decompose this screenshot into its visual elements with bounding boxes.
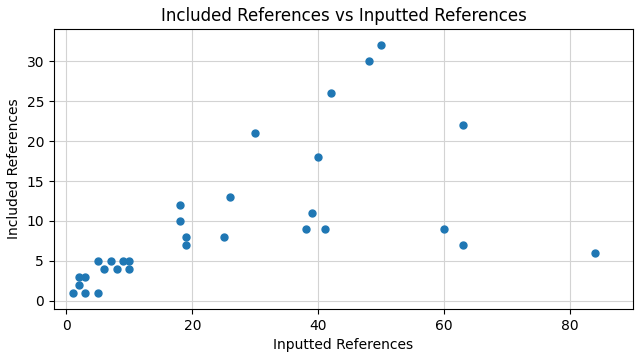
Point: [93, 290, 103, 296]
Point: [225, 194, 236, 200]
Point: [124, 258, 134, 264]
Point: [181, 242, 191, 248]
Y-axis label: Included References: Included References: [7, 99, 21, 239]
Point: [439, 226, 449, 232]
Point: [326, 90, 336, 96]
Point: [99, 266, 109, 272]
Point: [68, 290, 78, 296]
Point: [112, 266, 122, 272]
Point: [301, 226, 311, 232]
Point: [458, 242, 468, 248]
Point: [118, 258, 128, 264]
Point: [313, 154, 323, 160]
Point: [80, 274, 90, 280]
Point: [106, 258, 116, 264]
Point: [74, 282, 84, 288]
Point: [307, 210, 317, 216]
Point: [74, 274, 84, 280]
Point: [80, 290, 90, 296]
Point: [319, 226, 330, 232]
Point: [175, 202, 185, 208]
Point: [250, 130, 260, 136]
Point: [93, 258, 103, 264]
X-axis label: Inputted References: Inputted References: [273, 338, 413, 352]
Point: [376, 42, 387, 48]
Point: [219, 234, 229, 240]
Title: Included References vs Inputted References: Included References vs Inputted Referenc…: [161, 7, 526, 25]
Point: [124, 266, 134, 272]
Point: [364, 59, 374, 64]
Point: [175, 218, 185, 224]
Point: [458, 122, 468, 128]
Point: [181, 234, 191, 240]
Point: [590, 250, 600, 256]
